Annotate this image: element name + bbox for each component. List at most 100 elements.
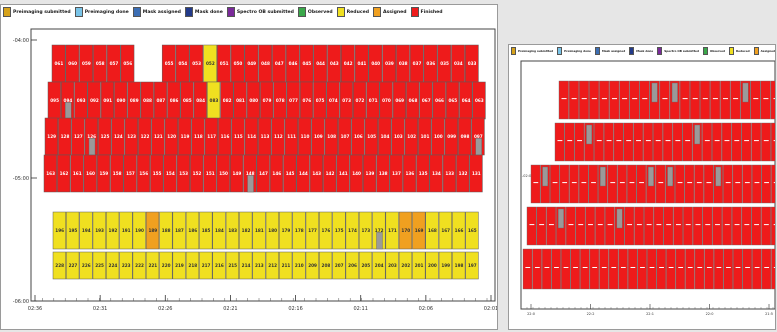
pointing-tile[interactable]: [685, 248, 695, 290]
pointing-tile[interactable]: [172, 211, 186, 250]
pointing-tile[interactable]: [305, 251, 319, 280]
pointing-tile[interactable]: [332, 251, 346, 280]
pointing-tile[interactable]: [296, 154, 310, 193]
pointing-tile[interactable]: [203, 154, 217, 193]
pointing-tile[interactable]: [617, 164, 627, 204]
pointing-tile[interactable]: [212, 211, 226, 250]
pointing-tile[interactable]: [702, 122, 712, 162]
pointing-tile[interactable]: [536, 206, 547, 246]
pointing-tile[interactable]: [159, 211, 173, 250]
pointing-tile[interactable]: [594, 122, 604, 162]
pointing-tile[interactable]: [720, 80, 731, 120]
pointing-tile[interactable]: [637, 248, 647, 290]
pointing-tile[interactable]: [733, 248, 743, 290]
pointing-tile[interactable]: [66, 251, 80, 280]
pointing-tile[interactable]: [656, 248, 667, 290]
pointing-tile[interactable]: [569, 164, 579, 204]
pointing-tile[interactable]: [704, 248, 714, 290]
pointing-tile[interactable]: [110, 154, 124, 193]
pointing-tile[interactable]: [52, 211, 66, 250]
pointing-tile[interactable]: [626, 164, 637, 204]
pointing-tile[interactable]: [412, 251, 426, 280]
pointing-tile[interactable]: [624, 206, 635, 246]
pointing-tile[interactable]: [389, 154, 403, 193]
pointing-tile[interactable]: [568, 80, 579, 120]
pointing-tile[interactable]: [66, 211, 80, 250]
pointing-tile[interactable]: [570, 248, 581, 290]
pointing-tile[interactable]: [469, 154, 483, 193]
pointing-tile[interactable]: [761, 248, 772, 290]
pointing-tile[interactable]: [574, 122, 585, 162]
pointing-tile[interactable]: [675, 248, 686, 290]
pointing-tile[interactable]: [760, 80, 771, 120]
pointing-tile[interactable]: [741, 206, 752, 246]
pointing-tile[interactable]: [332, 211, 346, 250]
pointing-tile[interactable]: [398, 211, 413, 250]
pointing-tile[interactable]: [647, 248, 657, 290]
pointing-tile[interactable]: [136, 154, 151, 193]
pointing-tile[interactable]: [541, 248, 552, 290]
pointing-tile[interactable]: [636, 164, 647, 204]
pointing-tile[interactable]: [438, 211, 453, 250]
pointing-tile[interactable]: [425, 251, 439, 280]
pointing-tile[interactable]: [771, 248, 776, 290]
pointing-tile[interactable]: [402, 154, 417, 193]
pointing-tile[interactable]: [613, 122, 624, 162]
pointing-tile[interactable]: [145, 251, 160, 280]
pointing-tile[interactable]: [702, 206, 713, 246]
pointing-tile[interactable]: [438, 251, 453, 280]
pointing-tile[interactable]: [465, 211, 479, 250]
pointing-tile[interactable]: [653, 206, 664, 246]
pointing-tile[interactable]: [79, 211, 93, 250]
pointing-tile[interactable]: [265, 251, 279, 280]
pointing-tile[interactable]: [692, 206, 703, 246]
pointing-tile[interactable]: [216, 154, 230, 193]
pointing-tile[interactable]: [731, 122, 742, 162]
pointing-tile[interactable]: [761, 206, 771, 246]
pointing-tile[interactable]: [92, 251, 106, 280]
pointing-tile[interactable]: [106, 211, 120, 250]
pointing-tile[interactable]: [229, 154, 244, 193]
pointing-tile[interactable]: [83, 154, 97, 193]
pointing-tile[interactable]: [609, 80, 620, 120]
pointing-tile[interactable]: [526, 206, 537, 246]
pointing-tile[interactable]: [412, 211, 426, 250]
pointing-tile[interactable]: [385, 251, 399, 280]
pointing-tile[interactable]: [770, 122, 776, 162]
pointing-tile[interactable]: [694, 164, 704, 204]
pointing-tile[interactable]: [92, 211, 106, 250]
pointing-tile[interactable]: [252, 251, 266, 280]
pointing-tile[interactable]: [575, 206, 586, 246]
pointing-tile[interactable]: [741, 122, 752, 162]
pointing-tile[interactable]: [710, 80, 721, 120]
pointing-tile[interactable]: [619, 80, 630, 120]
pointing-tile[interactable]: [292, 251, 306, 280]
pointing-tile[interactable]: [456, 154, 470, 193]
pointing-tile[interactable]: [663, 206, 674, 246]
pointing-tile[interactable]: [425, 211, 439, 250]
pointing-tile[interactable]: [730, 80, 741, 120]
pointing-tile[interactable]: [639, 80, 650, 120]
pointing-tile[interactable]: [452, 251, 466, 280]
pointing-tile[interactable]: [345, 251, 359, 280]
pointing-tile[interactable]: [589, 248, 600, 290]
pointing-tile[interactable]: [623, 122, 634, 162]
pointing-tile[interactable]: [588, 164, 599, 204]
pointing-tile[interactable]: [554, 122, 565, 162]
pointing-tile[interactable]: [603, 122, 614, 162]
pointing-tile[interactable]: [565, 206, 576, 246]
pointing-tile[interactable]: [771, 164, 776, 204]
pointing-tile[interactable]: [532, 248, 542, 290]
pointing-tile[interactable]: [595, 206, 605, 246]
pointing-tile[interactable]: [57, 154, 71, 193]
pointing-tile[interactable]: [694, 248, 705, 290]
pointing-tile[interactable]: [578, 80, 589, 120]
pointing-tile[interactable]: [618, 248, 628, 290]
pointing-tile[interactable]: [323, 154, 337, 193]
pointing-tile[interactable]: [712, 122, 722, 162]
pointing-tile[interactable]: [225, 211, 240, 250]
pointing-tile[interactable]: [96, 154, 111, 193]
pointing-tile[interactable]: [604, 206, 615, 246]
pointing-tile[interactable]: [416, 154, 430, 193]
pointing-tile[interactable]: [559, 164, 570, 204]
